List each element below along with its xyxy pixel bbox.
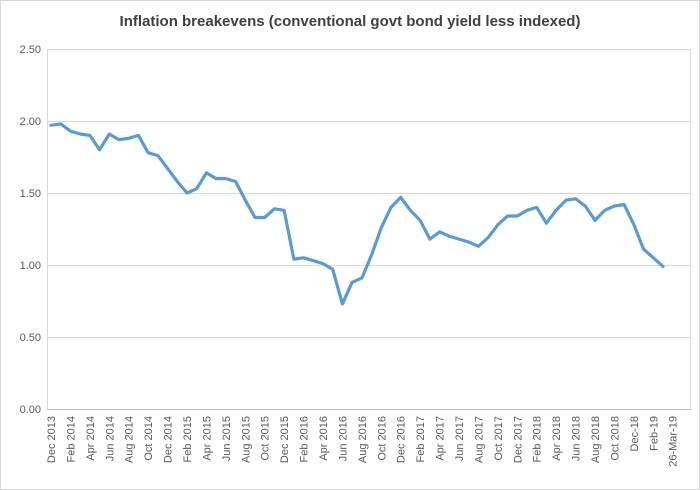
y-axis-label: 0.00 [20,404,41,416]
x-axis-label: Oct 2016 [376,416,388,461]
x-axis-label: Oct 2014 [143,416,155,461]
chart-title: Inflation breakevens (conventional govt … [119,13,581,30]
x-axis-label: Feb 2018 [532,416,544,462]
x-axis-label: Apr 2016 [318,416,330,461]
x-axis-label: 26-Mar-19 [668,416,680,467]
x-axis-label: Feb 2017 [415,416,427,462]
x-axis-label: Apr 2015 [201,416,213,461]
x-axis-label: Apr 2014 [85,416,97,461]
x-axis-label: Dec 2014 [163,416,175,463]
plot-border [47,49,691,410]
x-axis-label: Oct 2015 [260,416,272,461]
x-axis-label: Feb 2016 [299,416,311,462]
x-axis-label: Aug 2017 [473,416,485,463]
breakeven-line-series [49,122,665,306]
x-axis-label: Dec 2016 [396,416,408,463]
x-axis-labels: Dec 2013 Feb 2014 Apr 2014 Jun 2014 Aug 2014… [46,416,680,467]
x-axis-label: Apr 2017 [435,416,447,461]
y-axis-label: 1.50 [20,188,41,200]
y-axis-label: 2.00 [20,116,41,128]
x-axis-label: Jun 2016 [337,416,349,461]
x-axis-label: Apr 2018 [551,416,563,461]
x-axis-label: Aug 2015 [240,416,252,463]
x-axis-label: Oct 2018 [609,416,621,461]
x-axis-label: Feb-19 [648,416,660,451]
x-axis-label: Jun 2017 [454,416,466,461]
x-axis-label: Dec 2013 [46,416,58,463]
gridlines [47,49,691,410]
y-axis-labels: 2.50 2.00 1.50 1.00 0.50 0.00 [20,44,41,416]
x-axis-label: Feb 2014 [65,416,77,462]
x-axis-label: Oct 2017 [493,416,505,461]
x-axis-label: Feb 2015 [182,416,194,462]
x-axis-label: Jun 2015 [221,416,233,461]
x-axis-label: Dec 2017 [512,416,524,463]
x-axis-label: Dec-18 [629,416,641,451]
x-axis-label: Dec 2015 [279,416,291,463]
y-axis-label: 2.50 [20,44,41,56]
x-axis-label: Jun 2018 [571,416,583,461]
x-axis-label: Aug 2016 [357,416,369,463]
y-axis-label: 0.50 [20,332,41,344]
y-axis-label: 1.00 [20,260,41,272]
x-axis-label: Aug 2014 [124,416,136,463]
x-axis-label: Jun 2014 [104,416,116,461]
x-axis-label: Aug 2018 [590,416,602,463]
